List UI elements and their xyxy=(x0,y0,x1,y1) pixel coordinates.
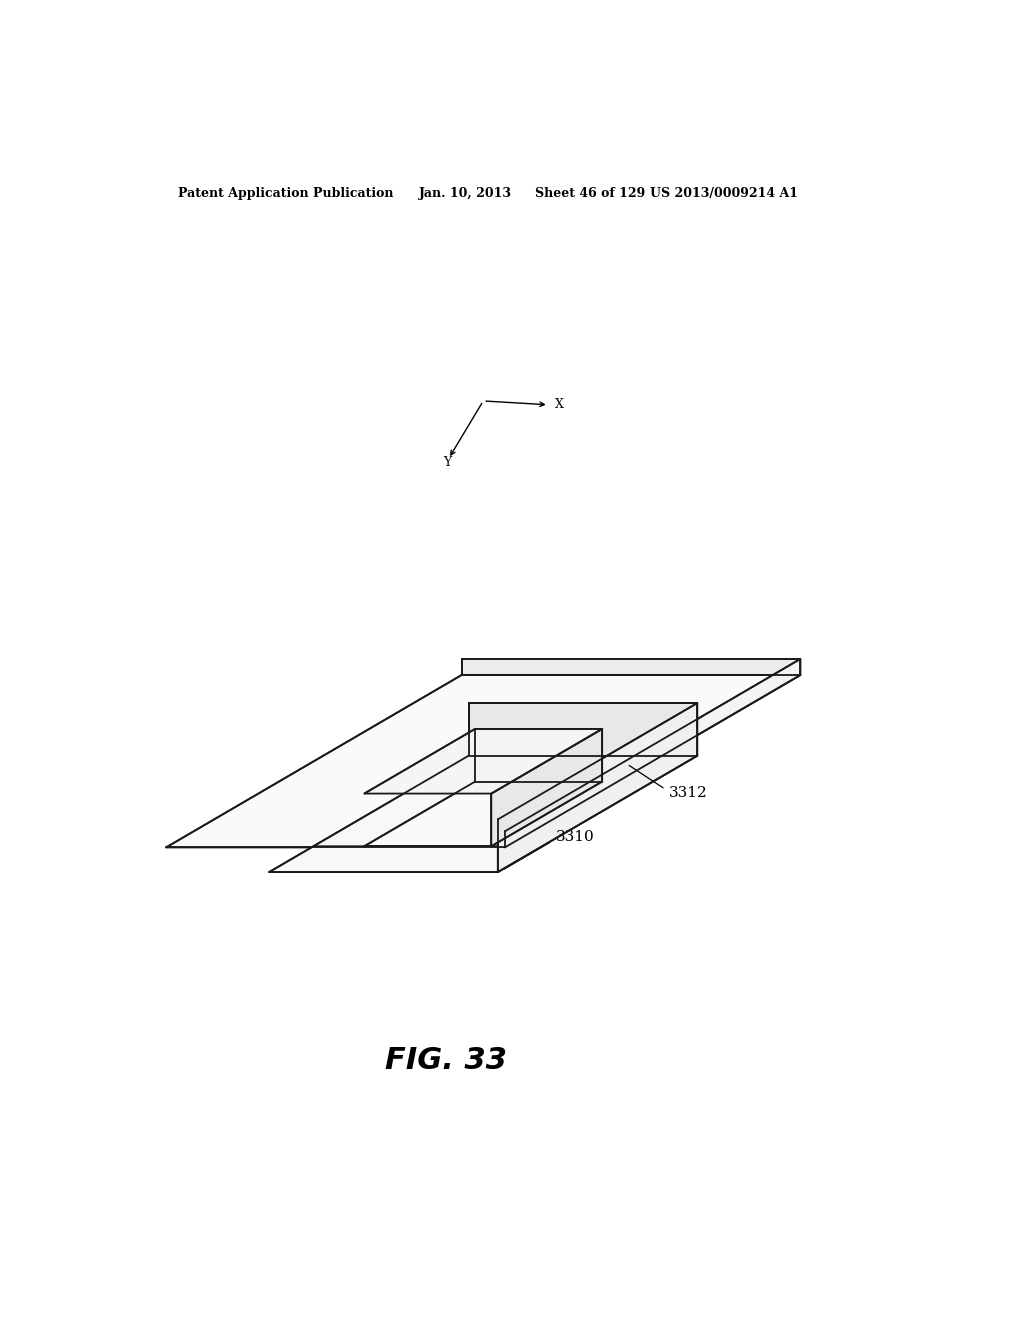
Polygon shape xyxy=(166,675,801,847)
Text: Jan. 10, 2013: Jan. 10, 2013 xyxy=(419,187,512,199)
Text: 3312: 3312 xyxy=(670,787,708,800)
Polygon shape xyxy=(462,659,801,675)
Polygon shape xyxy=(424,755,697,781)
Text: FIG. 33: FIG. 33 xyxy=(385,1047,507,1076)
Polygon shape xyxy=(313,781,475,846)
Polygon shape xyxy=(492,729,602,846)
Polygon shape xyxy=(475,729,602,781)
Text: Sheet 46 of 129: Sheet 46 of 129 xyxy=(535,187,645,199)
Text: 3310: 3310 xyxy=(556,830,594,845)
Polygon shape xyxy=(505,659,801,847)
Text: X: X xyxy=(555,399,563,412)
Polygon shape xyxy=(365,729,602,793)
Polygon shape xyxy=(492,781,653,846)
Text: Y: Y xyxy=(443,457,452,470)
Text: US 2013/0009214 A1: US 2013/0009214 A1 xyxy=(650,187,799,199)
Polygon shape xyxy=(498,704,697,873)
Polygon shape xyxy=(469,704,697,755)
Text: Patent Application Publication: Patent Application Publication xyxy=(178,187,394,199)
Polygon shape xyxy=(269,846,542,873)
